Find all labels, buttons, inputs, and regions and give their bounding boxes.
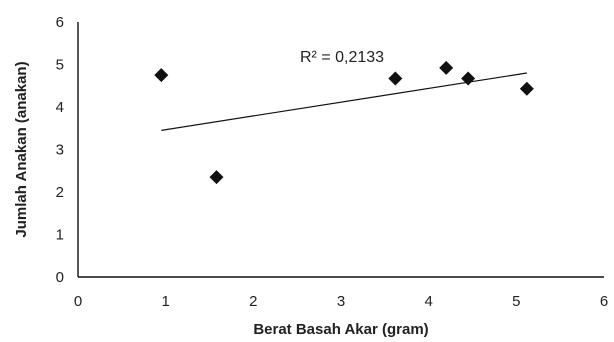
x-tick-label: 1 bbox=[161, 293, 169, 310]
data-points bbox=[154, 60, 534, 185]
x-tick-labels: 0 1 2 3 4 5 6 bbox=[74, 293, 608, 310]
y-axis-title: Jumlah Anakan (anakan) bbox=[13, 61, 30, 237]
y-tick-label: 2 bbox=[56, 184, 64, 201]
x-tick-label: 0 bbox=[74, 293, 82, 310]
r-squared-annotation: R² = 0,2133 bbox=[300, 49, 384, 66]
y-tick-label: 4 bbox=[56, 99, 64, 116]
axes bbox=[77, 22, 604, 278]
data-point bbox=[209, 170, 224, 185]
data-point bbox=[388, 71, 403, 86]
data-point bbox=[519, 81, 534, 96]
y-tick-labels: 0 1 2 3 4 5 6 bbox=[56, 14, 64, 286]
data-point bbox=[439, 60, 454, 75]
data-point bbox=[154, 68, 169, 83]
data-point bbox=[461, 71, 476, 86]
y-tick-label: 1 bbox=[56, 227, 64, 244]
x-tick-label: 4 bbox=[424, 293, 432, 310]
x-tick-label: 5 bbox=[512, 293, 520, 310]
x-axis-title: Berat Basah Akar (gram) bbox=[253, 321, 428, 338]
y-tick-label: 3 bbox=[56, 142, 64, 159]
y-tick-label: 6 bbox=[56, 14, 64, 31]
x-tick-label: 6 bbox=[600, 293, 608, 310]
y-tick-label: 5 bbox=[56, 57, 64, 74]
y-tick-label: 0 bbox=[56, 269, 64, 286]
x-tick-label: 2 bbox=[249, 293, 257, 310]
x-tick-label: 3 bbox=[337, 293, 345, 310]
